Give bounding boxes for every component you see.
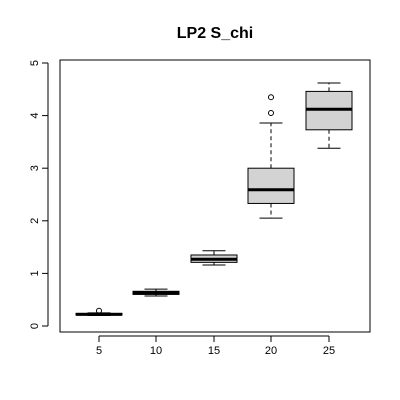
x-tick-label: 5 (96, 345, 102, 357)
plot-frame (59, 59, 371, 333)
y-tick-label: 4 (29, 113, 41, 119)
x-tick-label: 10 (150, 345, 162, 357)
box-series (75, 82, 353, 316)
y-tick-label: 1 (29, 270, 41, 276)
box (247, 167, 295, 204)
outlier-point (268, 94, 274, 101)
x-tick-label: 20 (265, 345, 277, 357)
box-group (190, 250, 238, 266)
y-tick-label: 3 (29, 165, 41, 171)
x-tick-label: 15 (208, 345, 220, 357)
outlier-point (96, 307, 102, 314)
y-tick-label: 0 (29, 323, 41, 329)
y-axis: 0 1 2 3 4 5 (29, 60, 49, 329)
box-group (132, 288, 180, 297)
x-axis: 5 10 15 20 25 (96, 335, 335, 357)
y-tick-label: 2 (29, 218, 41, 224)
outlier-point (268, 109, 274, 116)
x-tick-label: 25 (323, 345, 335, 357)
box-group (247, 94, 295, 219)
y-tick-label: 5 (29, 60, 41, 66)
chart-title: LP2 S_chi (177, 25, 253, 42)
box-group (305, 82, 353, 149)
box-group (75, 307, 123, 316)
